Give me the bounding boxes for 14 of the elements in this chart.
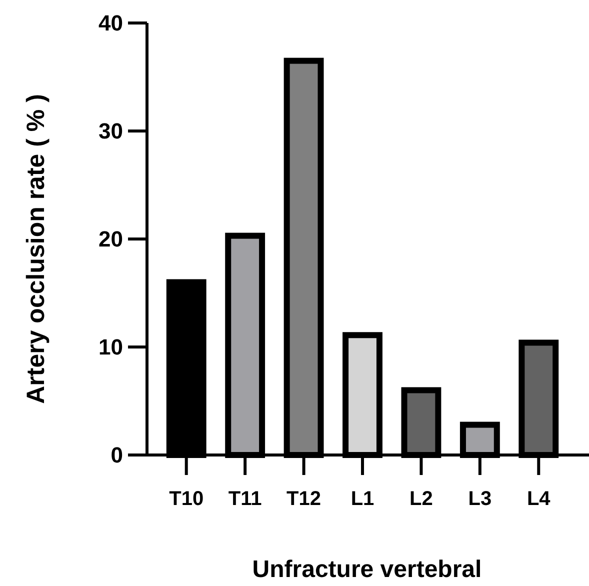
y-tick-label: 0: [110, 442, 123, 468]
y-tick-label: 20: [98, 226, 123, 252]
y-tick-label: 30: [98, 118, 123, 144]
y-tick-label: 40: [98, 10, 123, 36]
x-tick-label: T11: [228, 488, 262, 510]
y-tick-label: 10: [98, 334, 123, 360]
x-tick-label: T12: [286, 488, 322, 510]
x-tick-label: L2: [410, 488, 433, 510]
x-tick-label: L4: [526, 488, 552, 510]
y-axis-title: Artery occlusion rate ( % ): [22, 94, 50, 404]
x-tick-label: L1: [350, 488, 374, 510]
x-tick-label: L3: [468, 488, 492, 510]
x-axis-title: Unfracture vertebral: [252, 556, 482, 583]
x-tick-label: T10: [169, 488, 204, 510]
